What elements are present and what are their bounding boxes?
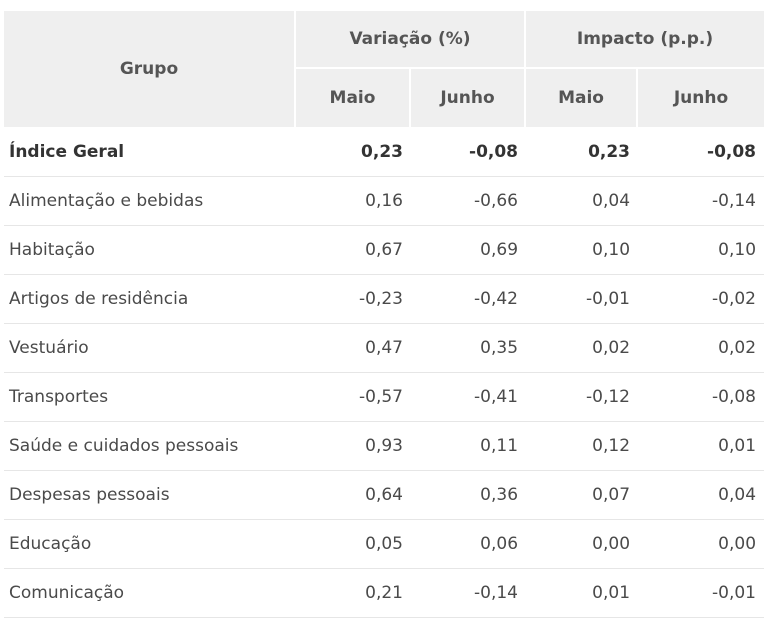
row-var-maio: -0,23 [296,275,411,324]
row-grupo: Alimentação e bebidas [4,177,296,226]
row-var-maio: 0,93 [296,422,411,471]
row-imp-junho: 0,01 [638,422,765,471]
row-var-maio: 0,47 [296,324,411,373]
header-grupo: Grupo [4,11,296,127]
row-var-maio: 0,23 [296,127,411,177]
row-imp-maio: -0,12 [526,373,639,422]
row-grupo: Despesas pessoais [4,471,296,520]
row-imp-maio: 0,10 [526,226,639,275]
row-grupo: Educação [4,520,296,569]
header-impacto-maio: Maio [526,69,639,127]
table-row: Vestuário 0,47 0,35 0,02 0,02 [4,324,765,373]
table-row: Transportes -0,57 -0,41 -0,12 -0,08 [4,373,765,422]
row-var-junho: -0,42 [411,275,527,324]
row-imp-maio: 0,12 [526,422,639,471]
header-impacto: Impacto (p.p.) [526,11,765,69]
table-row: Artigos de residência -0,23 -0,42 -0,01 … [4,275,765,324]
row-var-junho: -0,14 [411,569,527,618]
row-grupo: Comunicação [4,569,296,618]
row-var-junho: 0,06 [411,520,527,569]
row-imp-junho: -0,01 [638,569,765,618]
table-row: Alimentação e bebidas 0,16 -0,66 0,04 -0… [4,177,765,226]
row-var-junho: -0,08 [411,127,527,177]
row-grupo: Índice Geral [4,127,296,177]
row-grupo: Vestuário [4,324,296,373]
header-variacao-junho: Junho [411,69,527,127]
table-row-indice-geral: Índice Geral 0,23 -0,08 0,23 -0,08 [4,127,765,177]
row-imp-junho: 0,00 [638,520,765,569]
row-grupo: Artigos de residência [4,275,296,324]
row-var-junho: 0,36 [411,471,527,520]
header-variacao-maio: Maio [296,69,411,127]
row-var-maio: 0,05 [296,520,411,569]
header-impacto-junho: Junho [638,69,765,127]
row-var-maio: 0,64 [296,471,411,520]
row-var-junho: 0,35 [411,324,527,373]
table-row: Educação 0,05 0,06 0,00 0,00 [4,520,765,569]
row-imp-maio: 0,07 [526,471,639,520]
row-imp-junho: 0,02 [638,324,765,373]
row-imp-junho: -0,02 [638,275,765,324]
table-row: Comunicação 0,21 -0,14 0,01 -0,01 [4,569,765,618]
row-imp-maio: 0,04 [526,177,639,226]
row-imp-maio: 0,02 [526,324,639,373]
row-imp-maio: 0,01 [526,569,639,618]
row-imp-junho: -0,14 [638,177,765,226]
row-var-junho: -0,41 [411,373,527,422]
row-var-junho: 0,11 [411,422,527,471]
row-var-maio: 0,67 [296,226,411,275]
header-row-top: Grupo Variação (%) Impacto (p.p.) [4,11,765,127]
row-var-junho: -0,66 [411,177,527,226]
row-imp-maio: 0,00 [526,520,639,569]
row-imp-maio: 0,23 [526,127,639,177]
row-var-maio: 0,21 [296,569,411,618]
row-var-junho: 0,69 [411,226,527,275]
header-variacao: Variação (%) [296,11,527,69]
row-var-maio: -0,57 [296,373,411,422]
row-grupo: Transportes [4,373,296,422]
header-row-sub: Maio Junho Maio Junho [4,69,765,127]
row-imp-maio: -0,01 [526,275,639,324]
row-imp-junho: -0,08 [638,373,765,422]
row-var-maio: 0,16 [296,177,411,226]
ipca-groups-table: Grupo Variação (%) Impacto (p.p.) Maio J… [4,11,765,618]
row-imp-junho: 0,10 [638,226,765,275]
table-row: Habitação 0,67 0,69 0,10 0,10 [4,226,765,275]
row-grupo: Habitação [4,226,296,275]
row-imp-junho: -0,08 [638,127,765,177]
table-row: Saúde e cuidados pessoais 0,93 0,11 0,12… [4,422,765,471]
row-imp-junho: 0,04 [638,471,765,520]
row-grupo: Saúde e cuidados pessoais [4,422,296,471]
table-row: Despesas pessoais 0,64 0,36 0,07 0,04 [4,471,765,520]
